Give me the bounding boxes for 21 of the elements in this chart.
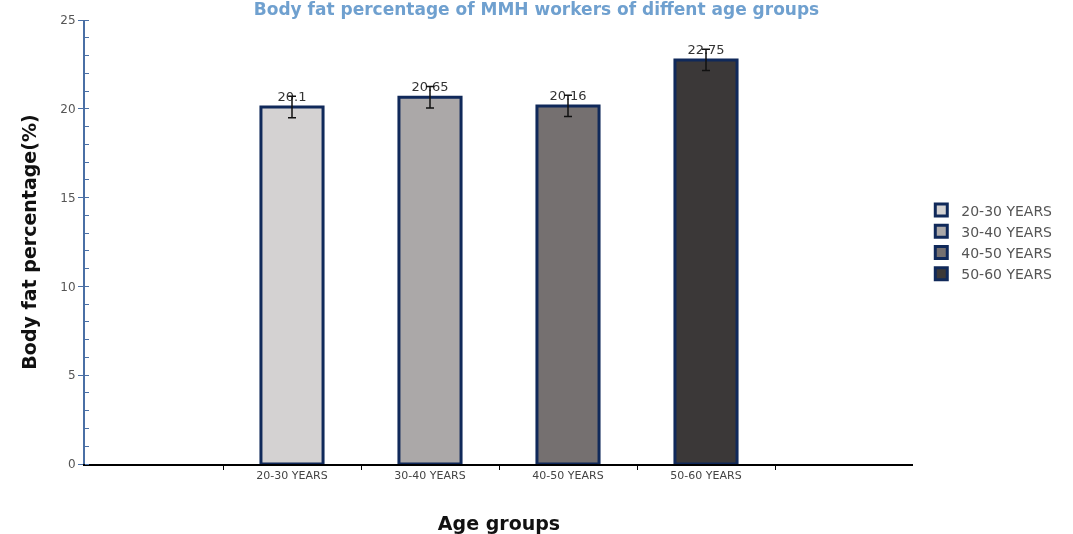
data-label: 20.16: [549, 87, 587, 103]
x-tick-label: 50-60 YEARS: [670, 469, 742, 483]
x-tick-label: 40-50 YEARS: [532, 469, 604, 483]
legend-label: 30-40 YEARS: [961, 223, 1053, 240]
y-tick-label: 15: [60, 190, 76, 205]
data-label: 20.65: [411, 79, 449, 95]
y-tick-label: 0: [67, 457, 76, 472]
y-axis-title: Body fat percentage(%): [18, 114, 40, 370]
legend-label: 40-50 YEARS: [961, 244, 1053, 261]
data-label: 22.75: [687, 41, 725, 57]
x-axis-title: Age groups: [437, 512, 561, 534]
legend-label: 50-60 YEARS: [961, 266, 1053, 283]
x-tick-label: 20-30 YEARS: [256, 469, 328, 483]
y-tick-label: 5: [67, 368, 76, 383]
y-tick-label: 20: [60, 102, 76, 116]
legend-label: 20-30 YEARS: [961, 202, 1053, 219]
y-tick-label: 25: [60, 13, 76, 28]
data-label: 20.1: [277, 89, 307, 105]
chart-title: Body fat percentage of MMH workers of diffent age groups: [253, 0, 820, 19]
x-tick-label: 30-40 YEARS: [394, 469, 466, 483]
y-tick-label: 10: [60, 279, 76, 294]
